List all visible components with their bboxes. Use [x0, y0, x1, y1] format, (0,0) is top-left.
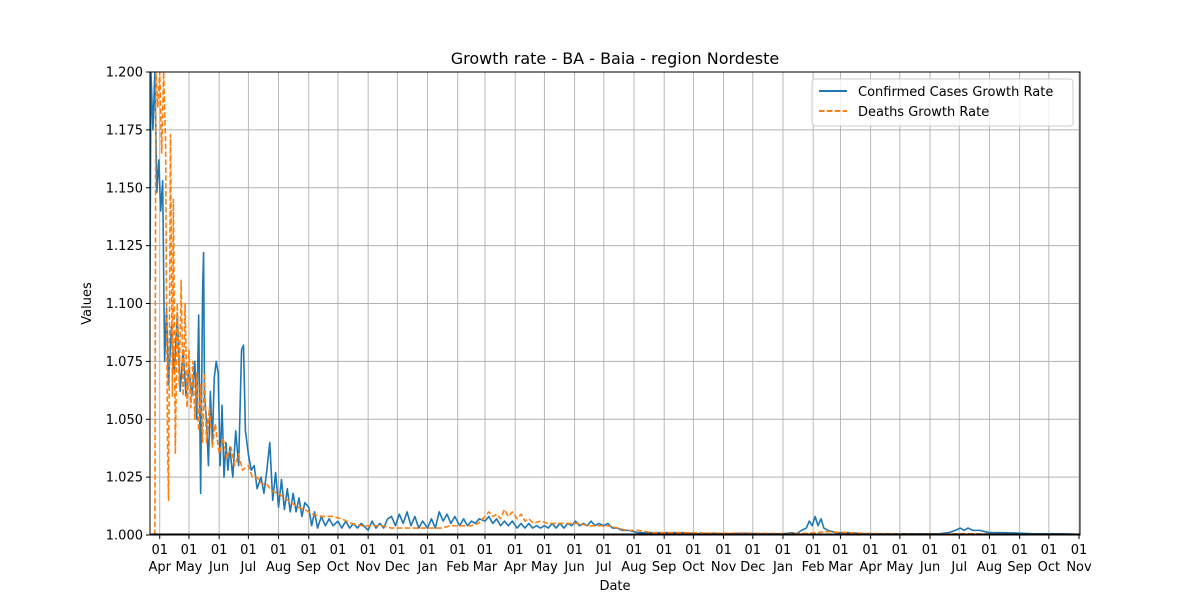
x-tick-day-label: 01 [832, 543, 849, 558]
x-tick-month-label: Nov [1066, 560, 1092, 575]
x-tick-month-label: Sep [652, 560, 677, 575]
x-tick-month-label: Aug [977, 560, 1002, 575]
x-tick-month-label: Dec [740, 560, 765, 575]
x-tick-day-label: 01 [211, 543, 228, 558]
x-tick-month-label: Apr [859, 560, 882, 575]
x-tick-month-label: Apr [148, 560, 171, 575]
confirmed-cases-line [150, 72, 1080, 535]
y-tick-label: 1.025 [106, 471, 143, 486]
x-tick-month-label: Nov [711, 560, 737, 575]
x-tick-day-label: 01 [419, 543, 436, 558]
x-tick-month-label: Sep [1007, 560, 1032, 575]
plot-series [150, 72, 1080, 535]
x-tick-day-label: 01 [1071, 543, 1088, 558]
legend-label-confirmed: Confirmed Cases Growth Rate [858, 85, 1053, 100]
x-tick-month-label: Oct [1038, 560, 1060, 575]
x-tick-month-label: Feb [446, 560, 469, 575]
x-tick-month-label: Dec [385, 560, 410, 575]
y-tick-label: 1.125 [106, 239, 143, 254]
x-tick-day-label: 01 [951, 543, 968, 558]
x-tick-month-label: Oct [327, 560, 349, 575]
y-tick-label: 1.100 [106, 297, 143, 312]
x-tick-day-label: 01 [270, 543, 287, 558]
x-tick-day-label: 01 [477, 543, 494, 558]
x-tick-month-label: Jul [595, 560, 612, 575]
y-tick-label: 1.200 [106, 66, 143, 81]
legend-label-deaths: Deaths Growth Rate [858, 105, 989, 120]
x-tick-month-label: Jun [919, 560, 940, 575]
x-tick-month-label: Feb [802, 560, 825, 575]
x-tick-day-label: 01 [892, 543, 909, 558]
x-tick-day-label: 01 [805, 543, 822, 558]
x-tick-day-label: 01 [330, 543, 347, 558]
x-tick-day-label: 01 [507, 543, 524, 558]
x-tick-day-label: 01 [566, 543, 583, 558]
x-tick-month-label: Jun [563, 560, 584, 575]
x-tick-day-label: 01 [981, 543, 998, 558]
x-tick-day-label: 01 [1041, 543, 1058, 558]
x-tick-day-label: 01 [449, 543, 466, 558]
x-tick-month-label: May [531, 560, 558, 575]
x-tick-day-label: 01 [596, 543, 613, 558]
x-tick-day-label: 01 [389, 543, 406, 558]
y-axis-ticks: 1.000 1.025 1.050 1.075 1.100 1.125 1.150 1.175… [106, 66, 150, 544]
legend-box [811, 78, 1074, 127]
x-tick-month-label: Jan [417, 560, 438, 575]
x-tick-day-label: 01 [536, 543, 553, 558]
x-tick-day-label: 01 [715, 543, 732, 558]
deaths-line [154, 72, 1080, 535]
x-tick-day-label: 01 [745, 543, 762, 558]
x-tick-month-label: Mar [473, 560, 498, 575]
x-tick-day-label: 01 [656, 543, 673, 558]
x-tick-day-label: 01 [151, 543, 168, 558]
y-tick-label: 1.150 [106, 181, 143, 196]
x-tick-day-label: 01 [181, 543, 198, 558]
x-tick-month-label: Jun [208, 560, 229, 575]
x-tick-day-label: 01 [922, 543, 939, 558]
x-tick-month-label: Aug [621, 560, 646, 575]
y-axis-title: Values [80, 282, 95, 325]
y-tick-label: 1.050 [106, 413, 143, 428]
x-tick-month-label: May [886, 560, 913, 575]
x-tick-day-label: 01 [360, 543, 377, 558]
y-tick-label: 1.075 [106, 355, 143, 370]
x-tick-month-label: Apr [504, 560, 527, 575]
x-axis-ticks: 01 Apr 01 May 01 Jun 01 Jul 01 Aug 01 Sep 01 Oct 01 Nov… [148, 535, 1092, 575]
x-tick-month-label: Sep [296, 560, 321, 575]
x-tick-day-label: 01 [300, 543, 317, 558]
x-tick-month-label: Aug [266, 560, 291, 575]
y-tick-label: 1.000 [106, 529, 143, 544]
x-tick-day-label: 01 [775, 543, 792, 558]
x-tick-day-label: 01 [240, 543, 257, 558]
y-tick-label: 1.175 [106, 123, 143, 138]
x-tick-month-label: Jan [772, 560, 793, 575]
legend: Confirmed Cases Growth Rate Deaths Growt… [811, 78, 1074, 127]
x-tick-month-label: Oct [682, 560, 704, 575]
x-tick-month-label: May [176, 560, 203, 575]
x-tick-month-label: Nov [355, 560, 381, 575]
x-tick-month-label: Jul [950, 560, 967, 575]
chart-title: Growth rate - BA - Baia - region Nordest… [451, 49, 779, 68]
x-tick-month-label: Mar [828, 560, 853, 575]
x-axis-title: Date [599, 579, 630, 594]
x-tick-day-label: 01 [862, 543, 879, 558]
x-tick-day-label: 01 [626, 543, 643, 558]
x-tick-day-label: 01 [685, 543, 702, 558]
x-tick-day-label: 01 [1011, 543, 1028, 558]
x-tick-month-label: Jul [240, 560, 257, 575]
